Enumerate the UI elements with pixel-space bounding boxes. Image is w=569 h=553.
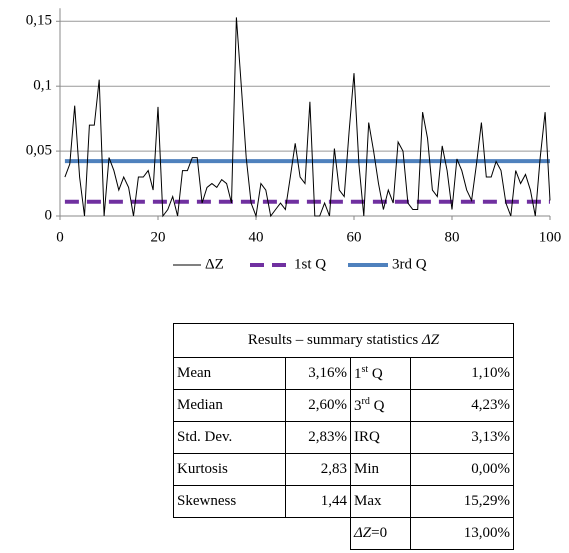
- table-cell: Min: [350, 453, 411, 486]
- table-cell: 13,00%: [410, 517, 514, 550]
- cell-text: 4,23%: [471, 397, 510, 413]
- table-cell: 2,83: [285, 453, 351, 486]
- table-cell: Mean: [173, 357, 286, 390]
- cell-text: IRQ: [354, 429, 380, 445]
- series-line: [64, 17, 551, 218]
- table-cell: Median: [173, 389, 286, 422]
- table-cell: 3,16%: [285, 357, 351, 390]
- title-text: Results – summary statistics: [247, 332, 422, 348]
- table-cell: 3rd Q: [350, 389, 411, 422]
- cell-text: 1,10%: [471, 365, 510, 381]
- x-tick-label: 60: [347, 229, 362, 245]
- cell-text: Q: [369, 398, 385, 414]
- table-row: Std. Dev. 2,83% IRQ 3,13%: [173, 421, 514, 454]
- table-row: Median 2,60% 3rd Q 4,23%: [173, 389, 514, 422]
- cell-text: Std. Dev.: [177, 429, 233, 445]
- table-cell: [286, 518, 351, 550]
- legend-label: 1st Q: [294, 256, 326, 272]
- table-row: Mean 3,16% 1st Q 1,10%: [173, 357, 514, 390]
- table-cell: 15,29%: [410, 485, 514, 518]
- legend-label: ΔZ: [205, 256, 224, 272]
- cell-text: 13,00%: [463, 525, 510, 541]
- cell-text: 3,16%: [308, 365, 347, 381]
- table-cell: 1,44: [285, 485, 351, 518]
- y-tick-label: 0,15: [26, 13, 52, 29]
- table-cell: 3,13%: [410, 421, 514, 454]
- table-cell: ΔZ=0: [350, 517, 411, 550]
- x-tick-label: 20: [151, 229, 166, 245]
- cell-text: rd: [361, 396, 370, 407]
- cell-text: Mean: [177, 365, 212, 381]
- cell-text: 15,29%: [463, 493, 510, 509]
- y-tick-label: 0,05: [26, 143, 52, 159]
- table-cell: Std. Dev.: [173, 421, 286, 454]
- y-tick-label: 0,1: [33, 78, 52, 94]
- x-tick-label: 100: [539, 229, 562, 245]
- table-cell: [174, 518, 286, 550]
- chart: 0 0,05 0,1 0,15 0 20 40 60 80 100 ΔZ 1st Q 3rd Q: [26, 8, 562, 272]
- table-title: Results – summary statistics ΔZ: [173, 323, 514, 358]
- legend-label: 3rd Q: [392, 256, 427, 272]
- cell-text: =0: [371, 525, 388, 541]
- table-cell: Skewness: [173, 485, 286, 518]
- cell-text: ΔZ: [354, 525, 372, 541]
- table-cell: IRQ: [350, 421, 411, 454]
- y-tick-label: 0: [45, 207, 53, 223]
- cell-text: st: [361, 364, 369, 375]
- cell-text: Skewness: [177, 493, 237, 509]
- table-cell: 2,83%: [285, 421, 351, 454]
- x-tick-label: 80: [445, 229, 460, 245]
- title-symbol: ΔZ: [422, 332, 440, 348]
- cell-text: Kurtosis: [177, 461, 228, 477]
- cell-text: Q: [368, 366, 383, 382]
- cell-text: Max: [354, 493, 382, 509]
- cell-text: 3,13%: [471, 429, 510, 445]
- cell-text: Min: [354, 461, 380, 477]
- table-cell: Max: [350, 485, 411, 518]
- summary-table: Results – summary statistics ΔZ Mean 3,16…: [173, 323, 514, 550]
- table-row: ΔZ=0 13,00%: [174, 517, 514, 550]
- table-cell: 0,00%: [410, 453, 514, 486]
- table-row: Skewness 1,44 Max 15,29%: [173, 485, 514, 518]
- table-cell: 1st Q: [350, 357, 411, 390]
- cell-text: Median: [177, 397, 223, 413]
- cell-text: 1,44: [320, 493, 347, 509]
- cell-text: 2,83: [320, 461, 347, 477]
- table-cell: 2,60%: [285, 389, 351, 422]
- table-cell: Kurtosis: [173, 453, 286, 486]
- cell-text: 2,83%: [308, 429, 347, 445]
- table-cell: 4,23%: [410, 389, 514, 422]
- x-tick-label: 0: [56, 229, 64, 245]
- table-cell: 1,10%: [410, 357, 514, 390]
- table-row: Kurtosis 2,83 Min 0,00%: [173, 453, 514, 486]
- cell-text: 1: [354, 366, 362, 382]
- cell-text: 2,60%: [308, 397, 347, 413]
- cell-text: 3: [354, 398, 362, 414]
- x-tick-label: 40: [249, 229, 264, 245]
- cell-text: 0,00%: [471, 461, 510, 477]
